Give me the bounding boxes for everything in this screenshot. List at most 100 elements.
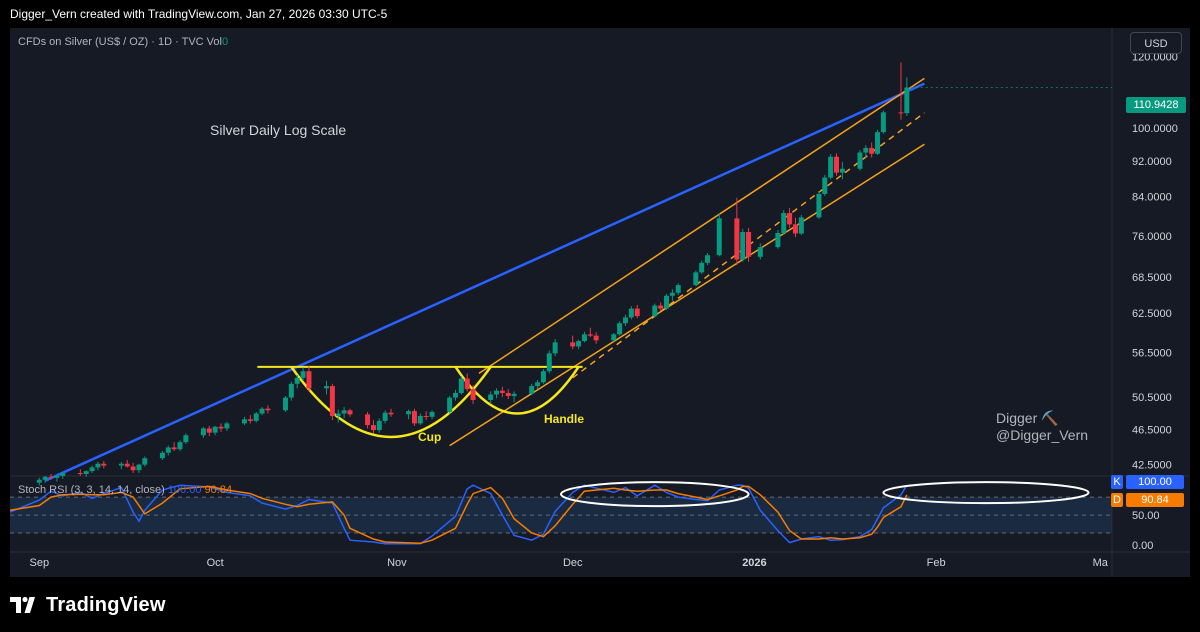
time-tick-label: Nov [387, 557, 407, 569]
candle-body [224, 423, 230, 429]
candle-body [834, 156, 839, 173]
candle-body [417, 415, 423, 424]
candle-body [411, 411, 417, 424]
candle-body [159, 452, 165, 459]
volume-label[interactable]: Vol [206, 36, 222, 48]
tradingview-footer[interactable]: TradingView [10, 588, 166, 622]
log-trendline [44, 82, 925, 482]
log-scale-note: Silver Daily Log Scale [210, 122, 347, 138]
k-value-tag: 100.00 [1126, 475, 1184, 489]
author-handle: @Digger_Vern [996, 427, 1089, 443]
candle-body [306, 371, 312, 389]
candle-body [898, 112, 904, 114]
candle-body [499, 390, 505, 393]
candle-body [869, 147, 875, 154]
candle-body [775, 233, 781, 248]
candle-body [669, 292, 675, 296]
handle-label: Handle [544, 412, 585, 426]
price-tick-label: 56.5000 [1132, 348, 1172, 360]
candle-body [470, 389, 476, 400]
overbought-ellipse [882, 481, 1090, 505]
stoch-rsi-title[interactable]: Stoch RSI (3, 3, 14, 14, close) [18, 484, 165, 496]
price-tick-label: 100.0000 [1132, 123, 1178, 135]
candle-body [265, 408, 271, 411]
candle-body [294, 377, 300, 384]
candle-body [118, 463, 124, 466]
price-tick-label: 42.5000 [1132, 460, 1172, 472]
candle-body [48, 476, 54, 478]
symbol-title[interactable]: CFDs on Silver (US$ / OZ) · 1D · TVC [18, 36, 204, 48]
candle-body [253, 413, 259, 421]
candle-body [593, 335, 599, 341]
tradingview-logo-icon [10, 596, 35, 613]
candle-body [259, 408, 265, 414]
candle-body [540, 371, 546, 383]
d-letter-tag: D [1111, 493, 1123, 507]
candle-body [746, 231, 752, 257]
candle-body [617, 323, 623, 335]
candle-body [699, 262, 705, 273]
cup-label: Cup [418, 430, 442, 444]
price-tick-label: 84.0000 [1132, 192, 1172, 204]
candle-body [42, 476, 48, 480]
candle-body [423, 415, 429, 417]
candle-body [54, 475, 60, 478]
price-tick-label: 50.5000 [1132, 392, 1172, 404]
candle-body [839, 168, 845, 173]
candle-body [552, 342, 558, 354]
tradingview-brand: TradingView [46, 593, 166, 616]
candle-body [212, 426, 218, 433]
candle-body [716, 218, 722, 256]
candle-body [83, 471, 89, 474]
candle-body [130, 466, 136, 471]
candle-body [365, 414, 371, 426]
candle-body [705, 255, 711, 263]
stoch-d-line [10, 485, 908, 544]
candle-body [693, 272, 699, 286]
candle-body [740, 231, 746, 260]
stoch-d-value: 90.84 [204, 484, 233, 496]
time-tick-label: Sep [30, 557, 50, 569]
candle-body [200, 428, 206, 436]
stoch-band [10, 497, 1112, 534]
candle-body [283, 397, 288, 411]
candle-body [904, 87, 910, 114]
chart-canvas[interactable]: 120.0000 100.0000 92.0000 84.0000 76.0000 68.… [10, 28, 1190, 577]
candle-body [329, 386, 335, 416]
channel-upper-line [478, 77, 925, 375]
candle-body [324, 386, 330, 389]
candle-body [875, 132, 881, 154]
candle-body [587, 334, 593, 336]
price-tick-label: 46.5000 [1132, 424, 1172, 436]
candle-body [370, 425, 376, 431]
time-tick-label: Ma [1093, 557, 1109, 569]
candle-body [136, 464, 142, 471]
last-price-tag: 110.9428 [1126, 97, 1186, 113]
chart-area[interactable]: 120.0000 100.0000 92.0000 84.0000 76.0000 68.… [10, 28, 1190, 577]
candle-body [388, 412, 394, 415]
candle-body [77, 473, 83, 475]
candle-body [382, 412, 388, 421]
candle-body [183, 435, 189, 443]
candle-body [347, 410, 353, 415]
candle-body [546, 353, 552, 372]
author-watermark: Digger ⛏️ @Digger_Vern [996, 410, 1088, 444]
candle-body [36, 479, 42, 483]
candle-body [529, 386, 535, 394]
created-by-header: Digger_Vern created with TradingView.com… [10, 7, 388, 21]
time-tick-label: Oct [207, 557, 224, 569]
candle-body [165, 447, 171, 453]
time-tick-label: Feb [927, 557, 946, 569]
candle-body [505, 392, 511, 397]
candle-body [628, 308, 634, 318]
candle-body [828, 156, 834, 178]
candle-body [376, 420, 382, 431]
stoch-k-value: 100.00 [167, 484, 202, 496]
candle-body [171, 447, 177, 450]
candle-body [611, 334, 617, 341]
candle-body [857, 152, 863, 169]
candle-body [452, 392, 458, 398]
currency-button[interactable]: USD [1130, 32, 1182, 54]
candle-body [734, 218, 740, 260]
candle-body [494, 390, 500, 395]
